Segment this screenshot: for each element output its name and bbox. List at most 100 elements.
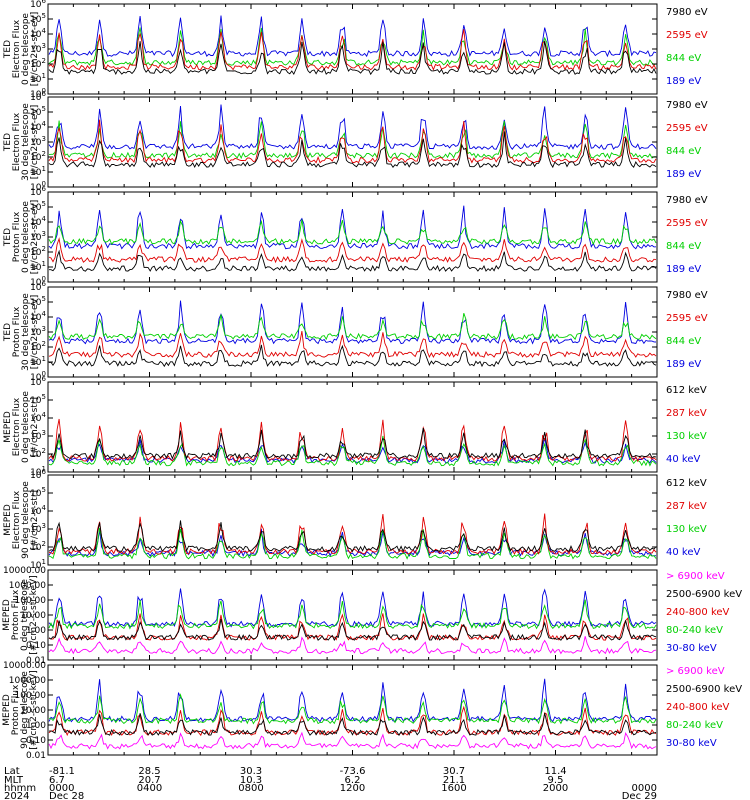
- legend-entry: 7980 eV: [666, 290, 708, 301]
- y-tick-label: 100.00: [15, 691, 47, 701]
- legend-entry: 130 keV: [666, 431, 707, 442]
- trace-meped-p-0-2: [48, 613, 657, 641]
- trace-meped-p-90-2: [48, 705, 657, 737]
- y-axis-label: [#/cm2-s-str-eV]: [30, 200, 40, 275]
- trace-meped-p-0-4: [48, 588, 657, 628]
- trace-ted-p-30-0: [48, 344, 657, 368]
- y-axis-label: Electron Flux: [12, 112, 22, 171]
- legend-entry: 2500-6900 keV: [666, 684, 742, 695]
- x-tick-lat: -81.1: [49, 766, 75, 777]
- x-row-label: MLT: [4, 775, 24, 786]
- legend-entry: 844 eV: [666, 146, 701, 157]
- y-tick-label: 0.10: [26, 736, 46, 746]
- y-tick-label: 1.00: [26, 626, 46, 636]
- legend-entry: 130 keV: [666, 524, 707, 535]
- y-axis-label: 0 deg telescope: [21, 391, 31, 463]
- trace-ted-e-0-2: [48, 27, 657, 66]
- trace-meped-e-0-3: [48, 437, 657, 464]
- legend-entry: 287 keV: [666, 408, 707, 419]
- legend-entry: 30-80 keV: [666, 738, 717, 749]
- x-tick-lat: 30.7: [443, 766, 465, 777]
- legend-entry: 612 keV: [666, 478, 707, 489]
- x-row-label: Lat: [4, 766, 20, 777]
- panel-meped-p-0: 0.01 0.10 1.00 10.00 100.00 1000.00 10000.00 ME…: [2, 566, 742, 666]
- panel-frame: [47, 569, 658, 661]
- legend-entry: 2595 eV: [666, 313, 708, 324]
- y-tick-label: 10.00: [20, 611, 46, 621]
- trace-meped-e-90-0: [48, 520, 657, 553]
- legend-entry: 7980 eV: [666, 100, 708, 111]
- y-axis-label: 0 deg telescope: [20, 579, 30, 651]
- trace-ted-e-0-1: [48, 29, 657, 71]
- trace-ted-e-30-0: [48, 131, 657, 169]
- y-axis-label: MEPED: [2, 599, 12, 631]
- y-axis-label: [#/cm2-s-str-eV]: [30, 105, 40, 180]
- trace-meped-e-0-2: [48, 435, 657, 467]
- trace-ted-p-30-2: [48, 313, 657, 341]
- y-axis-label: 30 deg telescope: [21, 293, 31, 371]
- legend-entry: 2500-6900 keV: [666, 589, 742, 600]
- y-axis-label: 0 deg telescope: [21, 201, 31, 273]
- trace-meped-p-90-3: [48, 693, 657, 725]
- y-axis-label: Proton Flux: [11, 684, 21, 735]
- y-axis-label: [#/cm2-s-str-keV]: [29, 670, 39, 749]
- x-tick-mlt: 21.1: [443, 775, 465, 786]
- legend-entry: 80-240 keV: [666, 625, 723, 636]
- y-axis-label: MEPED: [2, 694, 12, 726]
- legend-entry: 7980 eV: [666, 195, 708, 206]
- x-tick-hhmm: 1200: [340, 783, 365, 794]
- y-axis-label: 30 deg telescope: [21, 103, 31, 181]
- x-tick-date: Dec 29: [622, 791, 657, 800]
- y-tick-label: 106: [30, 0, 46, 10]
- x-tick-mlt: 6.7: [49, 775, 65, 786]
- trace-ted-e-30-3: [48, 104, 657, 150]
- panel-meped-p-90: 0.01 0.10 1.00 10.00 100.00 1000.00 10000.00 ME…: [2, 661, 742, 761]
- legend-entry: 844 eV: [666, 241, 701, 252]
- y-axis-label: Proton Flux: [12, 306, 22, 357]
- y-tick-label: 1.00: [26, 721, 46, 731]
- trace-ted-e-0-3: [48, 15, 657, 58]
- legend-entry: 189 eV: [666, 76, 701, 87]
- legend-entry: 40 keV: [666, 454, 700, 465]
- trace-meped-e-0-0: [48, 427, 657, 460]
- trace-meped-e-90-1: [48, 513, 657, 556]
- legend-entry: 30-80 keV: [666, 643, 717, 654]
- y-axis-label: TED: [3, 228, 13, 247]
- trace-ted-p-30-1: [48, 331, 657, 358]
- y-tick-label: 0.01: [26, 656, 46, 666]
- x-row-label: 2024: [4, 791, 29, 800]
- trace-ted-p-0-3: [48, 205, 657, 250]
- legend-entry: 612 keV: [666, 385, 707, 396]
- trace-meped-p-90-0: [48, 731, 657, 750]
- x-tick-hhmm: 0000: [49, 783, 74, 794]
- y-tick-label: 0.10: [26, 641, 46, 651]
- y-tick-label: 0.01: [26, 751, 46, 761]
- panel-frame: [47, 191, 658, 283]
- legend-entry: > 6900 keV: [666, 571, 725, 582]
- legend-entry: 287 keV: [666, 501, 707, 512]
- legend-entry: 2595 eV: [666, 123, 708, 134]
- y-axis-label: MEPED: [3, 504, 13, 536]
- x-tick-mlt: 6.2: [345, 775, 361, 786]
- y-axis-label: [#/cm2-s-str-eV]: [30, 295, 40, 370]
- trace-meped-p-90-1: [48, 713, 657, 737]
- y-axis-label: Electron Flux: [12, 397, 22, 456]
- panel-frame: [47, 664, 658, 756]
- trace-ted-e-30-1: [48, 119, 657, 164]
- y-axis-label: [#/cm2-s-str]: [30, 397, 40, 457]
- trace-meped-p-0-1: [48, 618, 657, 642]
- y-tick-label: 1000.00: [9, 581, 46, 591]
- y-axis-label: TED: [3, 133, 13, 152]
- trace-meped-p-0-3: [48, 599, 657, 630]
- panel-frame: [47, 96, 658, 188]
- trace-ted-e-30-2: [48, 120, 656, 160]
- x-row-label: hhmm: [4, 783, 36, 794]
- y-tick-label: 10000.00: [3, 566, 46, 576]
- legend-entry: > 6900 keV: [666, 666, 725, 677]
